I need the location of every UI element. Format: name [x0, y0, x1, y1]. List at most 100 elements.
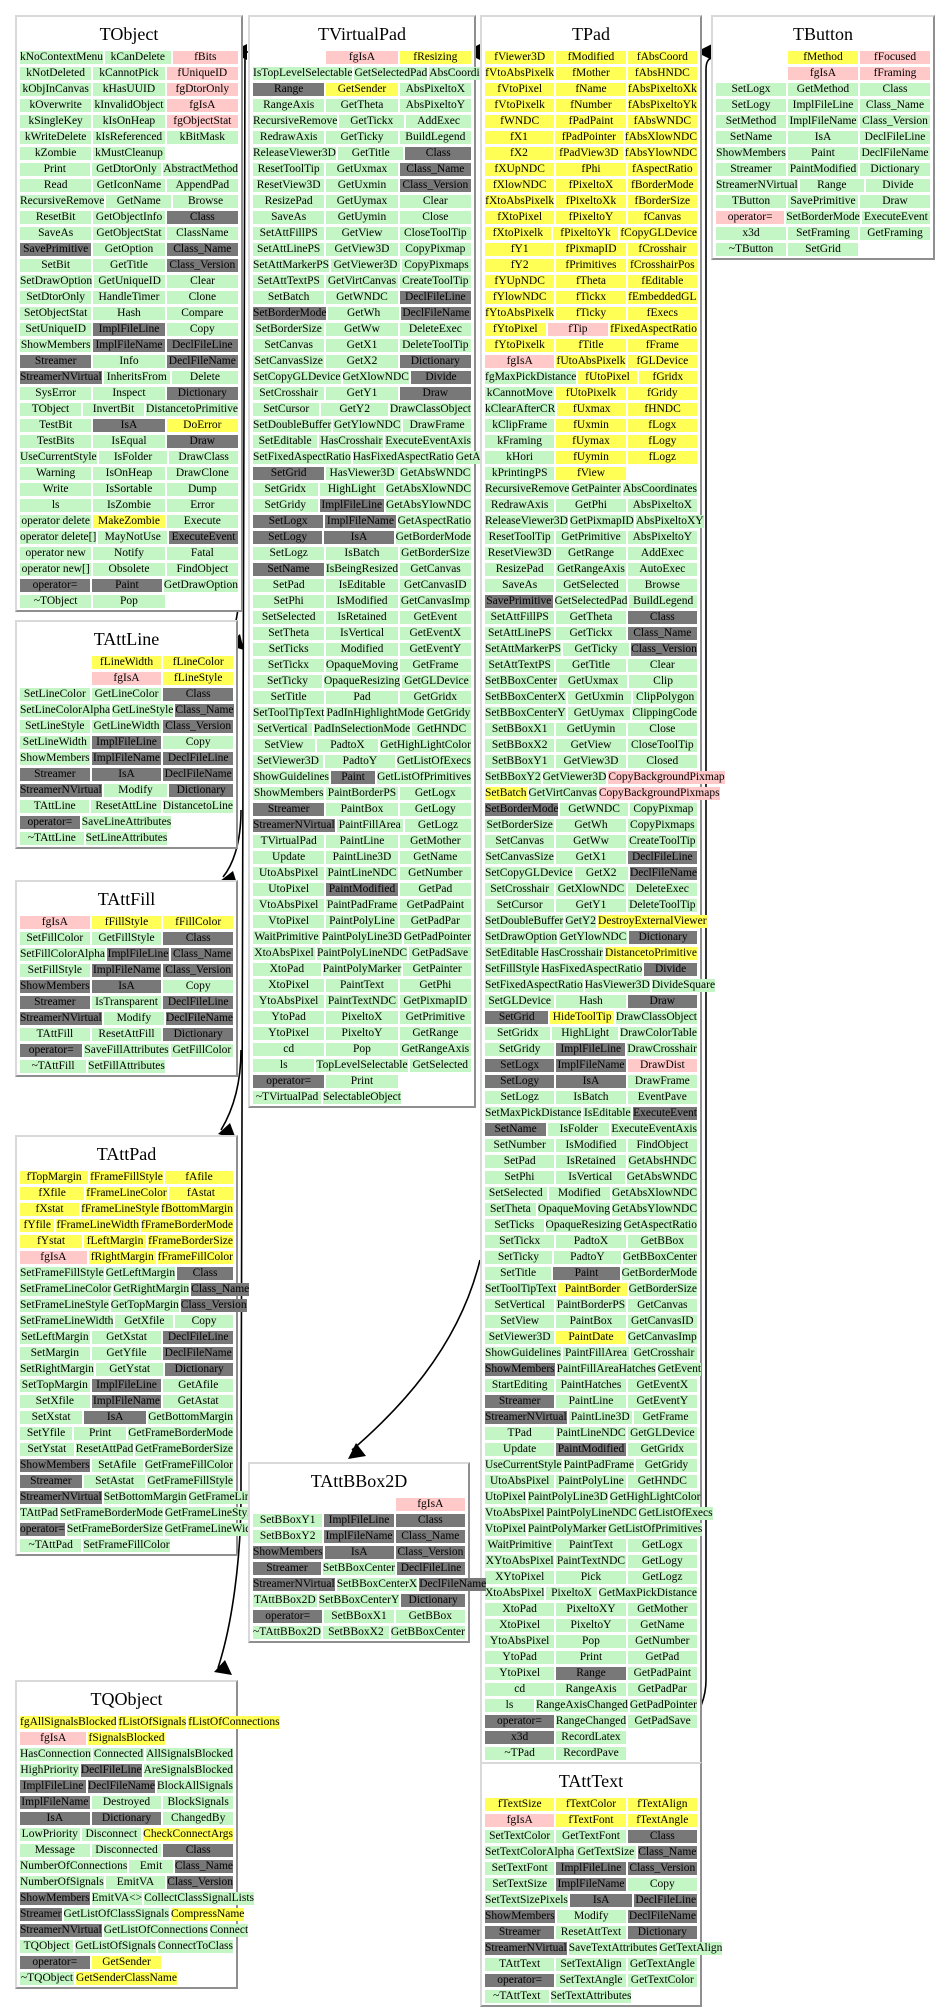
- member-cell[interactable]: SetBit: [20, 259, 92, 272]
- member-cell[interactable]: Copy: [175, 1315, 233, 1328]
- member-cell[interactable]: ShowMembers: [716, 147, 786, 160]
- member-cell[interactable]: GetFrame: [400, 659, 471, 672]
- member-cell[interactable]: ShowGuidelines: [253, 771, 330, 784]
- member-cell[interactable]: GetTitle: [337, 147, 404, 160]
- member-cell[interactable]: fXstat: [20, 1203, 80, 1216]
- member-cell[interactable]: fLineColor: [163, 656, 234, 669]
- member-cell[interactable]: Modified: [326, 643, 398, 656]
- member-cell[interactable]: SetDrawOption: [20, 275, 93, 288]
- member-cell[interactable]: GetGLDevice: [402, 675, 472, 688]
- member-cell[interactable]: GetPixmapID: [399, 995, 471, 1008]
- member-cell[interactable]: ResetAttText: [556, 1926, 626, 1939]
- member-cell[interactable]: Update: [253, 851, 325, 864]
- member-cell[interactable]: GetDrawOption: [163, 579, 238, 592]
- member-cell[interactable]: x3d: [485, 1731, 555, 1744]
- member-cell[interactable]: GetMother: [627, 1603, 697, 1616]
- member-cell[interactable]: GetEventX: [627, 1379, 697, 1392]
- member-cell[interactable]: IsA: [91, 980, 162, 993]
- member-cell[interactable]: TopLevelSelectable: [316, 1059, 408, 1072]
- member-cell[interactable]: SetCanvasSize: [253, 355, 325, 368]
- member-cell[interactable]: Class_Version: [860, 115, 930, 128]
- member-cell[interactable]: GetMother: [399, 835, 471, 848]
- member-cell[interactable]: ls: [253, 1059, 315, 1072]
- member-cell[interactable]: PaintLine3D: [326, 851, 398, 864]
- member-cell[interactable]: GetFrameBorderMode: [128, 1427, 233, 1440]
- member-cell[interactable]: GetListOfClassSignals: [63, 1908, 169, 1921]
- member-cell[interactable]: AddExec: [406, 115, 471, 128]
- member-cell[interactable]: GetX1: [556, 851, 626, 864]
- member-cell[interactable]: GetListOfExecs: [638, 1507, 713, 1520]
- member-cell[interactable]: GetHNDC: [412, 723, 472, 736]
- member-cell[interactable]: IsA: [84, 1411, 147, 1424]
- member-cell[interactable]: operator=: [485, 1715, 554, 1728]
- member-cell[interactable]: SetTextFont: [485, 1862, 555, 1875]
- member-cell[interactable]: ImplFileName: [788, 115, 858, 128]
- member-cell[interactable]: fPhi: [556, 163, 626, 176]
- class-title[interactable]: TAttBBox2D: [310, 1471, 408, 1491]
- member-cell[interactable]: SetLogz: [485, 1091, 555, 1104]
- member-cell[interactable]: SetRightMargin: [20, 1363, 94, 1376]
- member-cell[interactable]: Class_Version: [167, 1876, 233, 1889]
- member-cell[interactable]: PaintBox: [556, 1315, 626, 1328]
- member-cell[interactable]: Class_Name: [175, 704, 234, 717]
- member-cell[interactable]: GetSelectedPad: [554, 595, 628, 608]
- member-cell[interactable]: StreamerNVirtual: [20, 1924, 102, 1937]
- member-cell[interactable]: GetPadSave: [409, 947, 471, 960]
- member-cell[interactable]: GetWh: [556, 819, 626, 832]
- member-cell[interactable]: Closed: [627, 755, 697, 768]
- member-cell[interactable]: fSignalsBlocked: [88, 1732, 165, 1745]
- member-cell[interactable]: Class_Name: [166, 243, 238, 256]
- member-cell[interactable]: SetNumber: [485, 1139, 555, 1152]
- member-cell[interactable]: fCanvas: [627, 211, 697, 224]
- member-cell[interactable]: InvertBit: [83, 403, 145, 416]
- member-cell[interactable]: kHasUUID: [93, 83, 165, 96]
- member-cell[interactable]: ImplFileLine: [91, 736, 162, 749]
- member-cell[interactable]: GetGridx: [627, 1443, 697, 1456]
- member-cell[interactable]: ShowMembers: [485, 1910, 555, 1923]
- member-cell[interactable]: PaintPolyLine3D: [322, 931, 402, 944]
- member-cell[interactable]: fYtoAbsPixelk: [485, 307, 555, 320]
- member-cell[interactable]: OpaqueResizing: [545, 1219, 622, 1232]
- member-cell[interactable]: DeclFileName: [165, 1012, 233, 1025]
- member-cell[interactable]: GetAstat: [163, 1395, 234, 1408]
- member-cell[interactable]: fgMaxPickDistance: [485, 371, 577, 384]
- member-cell[interactable]: SetGridy: [485, 1043, 555, 1056]
- member-cell[interactable]: Close: [399, 211, 471, 224]
- member-cell[interactable]: RedrawAxis: [485, 499, 555, 512]
- member-cell[interactable]: PaintLineNDC: [326, 867, 398, 880]
- member-cell[interactable]: fLogz: [627, 451, 697, 464]
- member-cell[interactable]: ClipPolygon: [633, 691, 697, 704]
- member-cell[interactable]: Class_Version: [631, 643, 697, 656]
- member-cell[interactable]: SetFrameFillStyle: [20, 1267, 104, 1280]
- member-cell[interactable]: SaveFillAttributes: [84, 1044, 169, 1057]
- member-cell[interactable]: GetCanvasID: [399, 579, 471, 592]
- member-cell[interactable]: Copy: [163, 980, 234, 993]
- member-cell[interactable]: GetFrameFillStyle: [147, 1475, 234, 1488]
- member-cell[interactable]: ls: [20, 499, 92, 512]
- member-cell[interactable]: GetXlowNDC: [556, 883, 626, 896]
- member-cell[interactable]: SetName: [485, 1123, 547, 1136]
- member-cell[interactable]: Warning: [20, 467, 92, 480]
- member-cell[interactable]: SetTextColorAlpha: [485, 1846, 575, 1859]
- member-cell[interactable]: operator new: [20, 547, 92, 560]
- member-cell[interactable]: GetAbsWNDC: [626, 1171, 697, 1184]
- member-cell[interactable]: SetCopyGLDevice: [253, 371, 341, 384]
- member-cell[interactable]: GetY1: [556, 899, 626, 912]
- member-cell[interactable]: fFillStyle: [91, 916, 162, 929]
- member-cell[interactable]: SetCanvas: [253, 339, 325, 352]
- member-cell[interactable]: GetUxmin: [567, 691, 632, 704]
- member-cell[interactable]: SetName: [716, 131, 786, 144]
- member-cell[interactable]: GetCanvas: [627, 1299, 697, 1312]
- member-cell[interactable]: CopyBackgroundPixmaps: [598, 787, 720, 800]
- member-cell[interactable]: GetTextSize: [576, 1846, 636, 1859]
- member-cell[interactable]: ImplFileName: [93, 339, 165, 352]
- member-cell[interactable]: DivideSquare: [651, 979, 716, 992]
- member-cell[interactable]: PaintBorderPS: [556, 1299, 626, 1312]
- member-cell[interactable]: SetPad: [253, 579, 325, 592]
- member-cell[interactable]: fYfile: [20, 1219, 55, 1232]
- member-cell[interactable]: DrawDist: [627, 1059, 697, 1072]
- member-cell[interactable]: fPadView3D: [554, 147, 623, 160]
- member-cell[interactable]: fBits: [172, 51, 238, 64]
- member-cell[interactable]: fPixeltoY: [556, 211, 626, 224]
- member-cell[interactable]: kWriteDelete: [20, 131, 92, 144]
